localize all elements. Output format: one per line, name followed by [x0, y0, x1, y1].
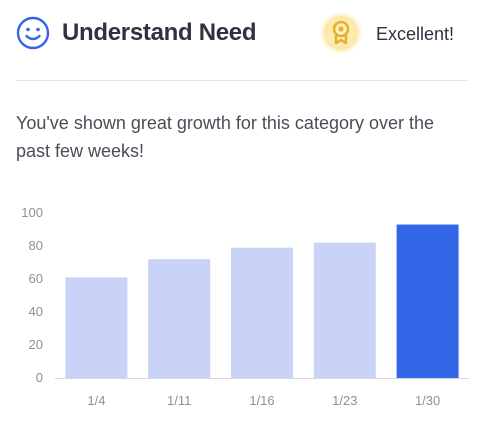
x-tick-label: 1/4: [87, 393, 105, 408]
x-tick-label: 1/30: [415, 393, 440, 408]
bars: [65, 224, 459, 378]
y-tick-label: 60: [29, 271, 43, 286]
award-ribbon-icon: [318, 10, 364, 56]
page-title: Understand Need: [62, 19, 257, 46]
bar-1-16: [231, 247, 293, 378]
y-tick-label: 80: [29, 238, 43, 253]
y-tick-label: 0: [36, 370, 43, 385]
bar-1-23: [313, 242, 376, 378]
y-tick-label: 100: [21, 205, 43, 220]
bar-1-30: [396, 224, 459, 378]
header: Understand Need Excellent!: [0, 0, 485, 70]
x-tick-label: 1/11: [167, 393, 191, 408]
x-tick-label: 1/16: [249, 393, 274, 408]
y-axis: 0 20 40 60 80 100: [21, 205, 43, 385]
bar-chart: 0 20 40 60 80 100 1/4 1/11 1/16 1/23 1/30: [21, 205, 469, 408]
bar-1-4: [65, 277, 128, 378]
x-axis: 1/4 1/11 1/16 1/23 1/30: [87, 393, 440, 408]
growth-message: You've shown great growth for this categ…: [16, 113, 435, 161]
bar-1-11: [148, 259, 211, 378]
x-tick-label: 1/23: [332, 393, 357, 408]
y-tick-label: 20: [29, 337, 43, 352]
rating-label: Excellent!: [376, 24, 455, 44]
divider: [16, 80, 468, 81]
smiley-face-icon: [16, 16, 50, 50]
y-tick-label: 40: [29, 304, 43, 319]
